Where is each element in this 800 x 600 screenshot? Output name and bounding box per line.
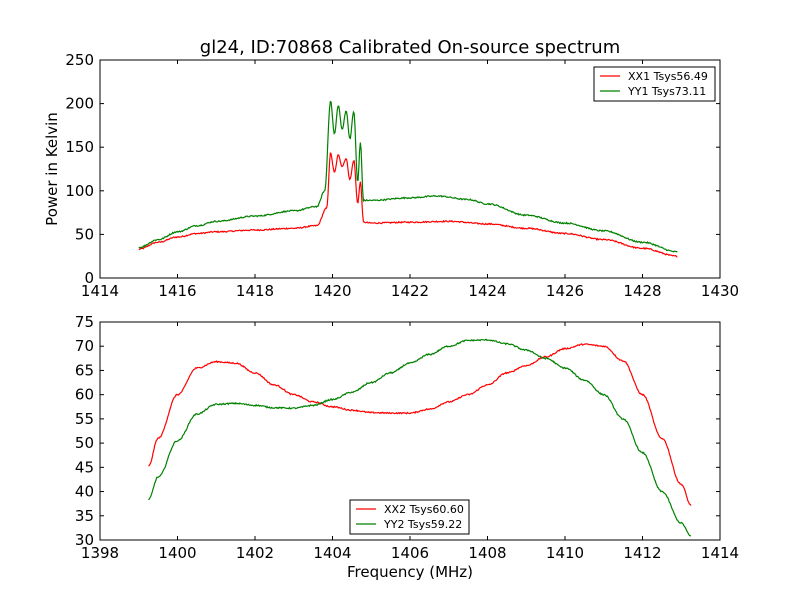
x-tick-label: 1402: [236, 544, 274, 562]
x-tick-label: 1408: [468, 544, 506, 562]
series-line-xx-panel-0: [138, 151, 678, 258]
y-tick-label: 150: [65, 138, 94, 156]
x-tick-label: 1420: [313, 282, 351, 300]
legend-box: [593, 66, 716, 102]
x-tick-label: 1398: [81, 544, 119, 562]
legend-entry: YY2 Tsys59.22: [383, 518, 462, 531]
y-tick-label: 250: [65, 51, 94, 69]
series-line-xx-panel-1: [148, 343, 692, 506]
x-axis-label: Frequency (MHz): [347, 563, 473, 581]
y-tick-label: 200: [65, 95, 94, 113]
legend-entry: XX2 Tsys60.60: [384, 503, 464, 516]
x-tick-label: 1412: [623, 544, 661, 562]
x-tick-label: 1416: [158, 282, 196, 300]
y-tick-label: 0: [84, 269, 94, 287]
legend-entry: YY1 Tsys73.11: [627, 85, 706, 98]
top-panel: 1414 1416 1418 1420 1422 1424 1426 1428 1430 0 50 1…: [43, 51, 739, 300]
y-tick-label: 50: [75, 434, 94, 452]
y-tick-label: 70: [75, 337, 94, 355]
y-axis-label: Power in Kelvin: [43, 112, 61, 226]
x-tick-label: 1400: [158, 544, 196, 562]
y-tick-label: 75: [75, 313, 94, 331]
y-tick-label: 40: [75, 483, 94, 501]
x-tick-label: 1418: [236, 282, 274, 300]
legend-entry: XX1 Tsys56.49: [628, 70, 708, 83]
x-tick-label: 1410: [546, 544, 584, 562]
y-tick-label: 60: [75, 386, 94, 404]
legend-box: [349, 499, 470, 535]
series-line-yy-panel-1: [148, 338, 692, 537]
x-tick-label: 1406: [391, 544, 429, 562]
x-tick-label: 1426: [546, 282, 584, 300]
x-tick-label: 1422: [391, 282, 429, 300]
x-tick-label: 1424: [468, 282, 506, 300]
y-tick-label: 100: [65, 182, 94, 200]
chart-title: gl24, ID:70868 Calibrated On-source spec…: [200, 37, 620, 58]
series-line-yy-panel-0: [138, 100, 678, 253]
x-tick-label: 1414: [81, 282, 119, 300]
y-tick-label: 35: [75, 507, 94, 525]
x-tick-label: 1404: [313, 544, 351, 562]
x-tick-label: 1430: [701, 282, 739, 300]
bottom-panel: 1398 1400 1402 1404 1406 1408 1410 1412 1414 30 35…: [75, 313, 739, 581]
y-tick-label: 65: [75, 361, 94, 379]
x-tick-label: 1414: [701, 544, 739, 562]
y-tick-label: 45: [75, 458, 94, 476]
y-tick-label: 30: [75, 531, 94, 549]
x-tick-label: 1428: [623, 282, 661, 300]
y-tick-label: 55: [75, 410, 94, 428]
y-tick-label: 50: [75, 225, 94, 243]
